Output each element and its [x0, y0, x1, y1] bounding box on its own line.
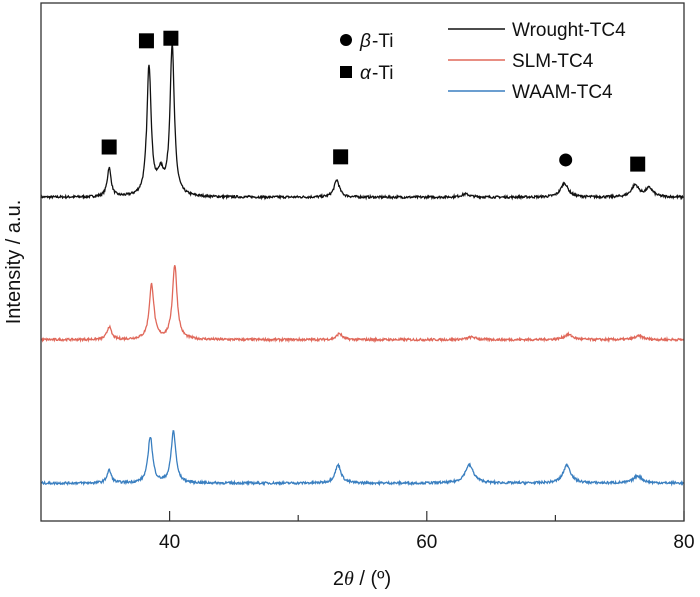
legend: β -Ti α -Ti Wrought-TC4 SLM-TC4 WAAM-TC4 [340, 20, 626, 103]
phase-markers [101, 30, 646, 172]
alpha-ti-marker [163, 30, 179, 46]
legend-beta-label: -Ti [372, 31, 393, 52]
series-lines [40, 42, 685, 487]
series-line-wrought-tc4 [40, 42, 684, 201]
legend-label: WAAM-TC4 [512, 82, 613, 103]
alpha-ti-marker [138, 33, 154, 49]
x-axis-label: 2θ / (º) [333, 568, 391, 590]
series-line-slm-tc4 [40, 265, 685, 344]
legend-label: SLM-TC4 [512, 51, 594, 72]
beta-marker-legend-icon [340, 34, 352, 46]
alpha-marker-legend-icon [340, 66, 352, 78]
beta-ti-marker [559, 153, 573, 167]
legend-alpha-symbol: α [360, 63, 372, 84]
alpha-ti-marker [630, 156, 646, 172]
legend-beta-symbol: β [359, 31, 371, 52]
plot-frame [40, 2, 685, 522]
y-axis-label: Intensity / a.u. [3, 200, 25, 325]
alpha-ti-marker [333, 149, 349, 165]
series-line-waam-tc4 [40, 430, 685, 487]
x-tick-label: 80 [673, 532, 694, 553]
alpha-ti-marker [101, 139, 117, 155]
x-tick-label: 60 [416, 532, 437, 553]
legend-label: Wrought-TC4 [512, 20, 626, 41]
x-tick-label: 40 [159, 532, 180, 553]
x-ticks: 40 60 80 [159, 511, 695, 553]
legend-alpha-label: -Ti [372, 63, 393, 84]
